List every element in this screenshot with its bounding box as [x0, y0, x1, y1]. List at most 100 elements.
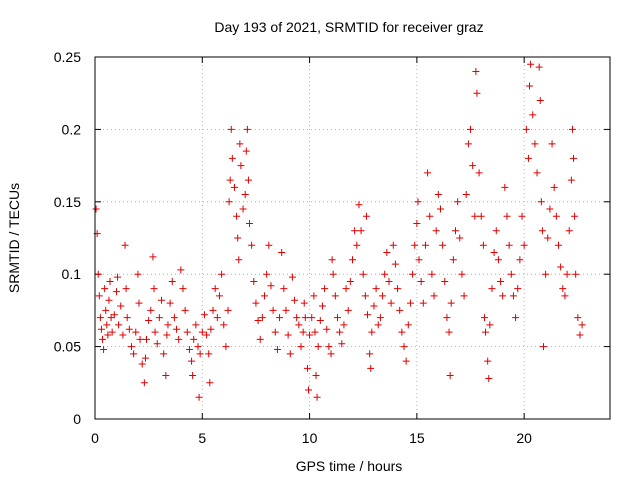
data-point: [512, 314, 520, 322]
data-point: [469, 162, 477, 170]
data-point: [205, 350, 213, 358]
data-point: [424, 169, 432, 177]
data-point: [235, 256, 243, 264]
data-point: [447, 299, 455, 307]
data-point: [295, 321, 303, 329]
data-point: [548, 140, 556, 148]
data-point: [434, 191, 442, 199]
data-point: [376, 314, 384, 322]
data-point: [538, 227, 546, 235]
data-point: [198, 328, 206, 336]
data-point: [361, 292, 369, 300]
y-tick-label: 0.2: [62, 121, 82, 137]
data-point: [471, 212, 479, 220]
data-point: [421, 241, 429, 249]
data-point: [310, 292, 318, 300]
data-point: [472, 67, 480, 75]
data-point: [394, 285, 402, 293]
data-point: [168, 277, 176, 285]
data-point: [282, 306, 290, 314]
data-point: [480, 314, 488, 322]
data-point: [267, 282, 275, 290]
data-point: [140, 379, 148, 387]
data-point: [246, 220, 253, 228]
data-point: [362, 212, 370, 220]
data-point: [355, 201, 363, 209]
data-point: [155, 314, 163, 322]
data-point: [520, 241, 528, 249]
y-tick-label: 0.15: [54, 194, 81, 210]
data-point: [411, 241, 419, 249]
data-point: [258, 314, 266, 322]
data-point: [177, 266, 185, 274]
data-point: [367, 364, 375, 372]
data-point: [400, 343, 408, 351]
data-point: [162, 372, 170, 380]
data-point: [127, 343, 135, 351]
data-point: [568, 125, 576, 133]
chart-title: Day 193 of 2021, SRMTID for receiver gra…: [214, 19, 483, 35]
data-point: [280, 285, 288, 293]
data-point: [121, 241, 129, 249]
data-point: [190, 335, 198, 343]
data-point: [542, 270, 550, 278]
data-point: [518, 212, 526, 220]
data-point: [94, 270, 102, 278]
data-point: [535, 63, 543, 71]
data-point: [173, 325, 181, 333]
data-point: [252, 299, 260, 307]
data-point: [576, 331, 584, 339]
data-point: [578, 321, 586, 329]
data-point: [417, 277, 425, 285]
data-point: [336, 328, 344, 336]
data-point: [102, 306, 110, 314]
data-point: [145, 317, 153, 325]
data-point: [381, 270, 389, 278]
data-point: [263, 270, 271, 278]
data-point: [147, 306, 155, 314]
data-point: [189, 372, 197, 380]
data-point: [331, 292, 339, 300]
data-point: [166, 299, 174, 307]
data-point: [233, 212, 241, 220]
data-point: [300, 299, 308, 307]
y-tick-label: 0: [73, 411, 81, 427]
data-point: [151, 328, 159, 336]
data-point: [150, 285, 158, 293]
data-point: [108, 328, 116, 336]
data-point: [479, 241, 487, 249]
data-point: [415, 256, 423, 264]
data-point: [349, 256, 356, 264]
data-point: [301, 314, 309, 322]
data-point: [482, 328, 490, 336]
data-point: [227, 125, 235, 133]
data-point: [389, 241, 397, 249]
data-point: [206, 379, 214, 387]
data-point: [364, 311, 372, 319]
data-point: [95, 292, 103, 300]
data-point: [242, 147, 250, 155]
data-point: [385, 277, 393, 285]
data-point: [230, 183, 238, 191]
data-point: [153, 340, 161, 348]
data-point: [117, 302, 125, 310]
data-point: [524, 154, 532, 162]
data-point: [475, 169, 483, 177]
data-point: [327, 350, 335, 358]
data-point: [112, 288, 120, 296]
data-point: [342, 285, 350, 293]
data-point: [276, 314, 284, 322]
data-point: [460, 292, 468, 300]
data-point: [196, 350, 204, 358]
data-point: [306, 331, 314, 339]
data-point: [136, 335, 144, 343]
data-point: [200, 311, 208, 319]
x-tick-label: 20: [516, 430, 532, 446]
data-point: [372, 285, 380, 293]
data-point: [409, 270, 417, 278]
y-axis-label: SRMTID / TECUs: [6, 183, 22, 293]
data-point: [261, 292, 269, 300]
data-point: [293, 314, 301, 322]
data-point: [430, 292, 438, 300]
